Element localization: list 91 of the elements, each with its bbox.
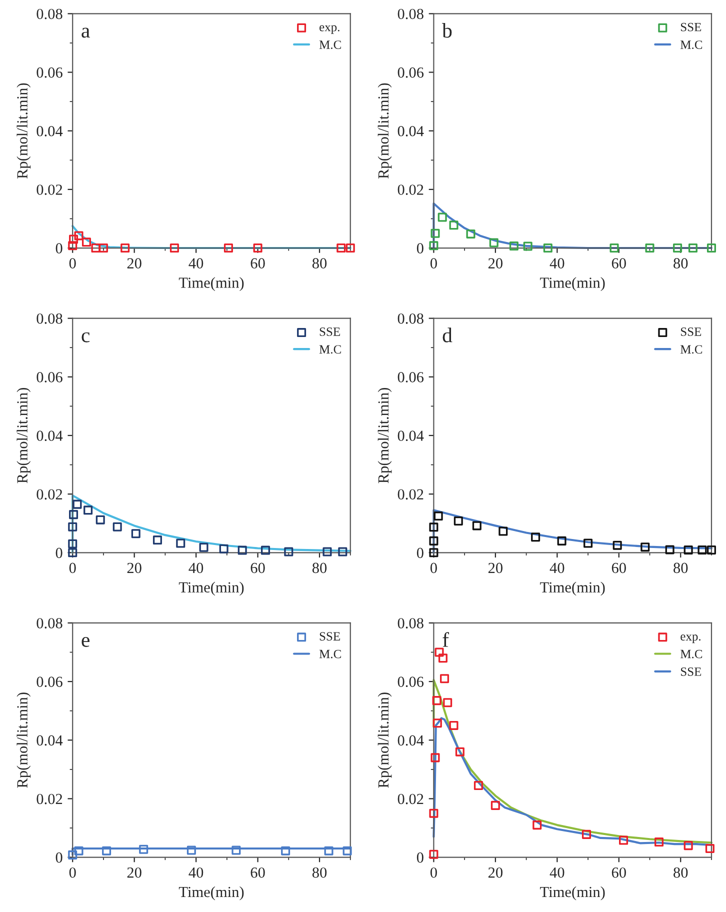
x-tick-label: 80 [312, 562, 327, 574]
y-tick-label: 0.04 [36, 126, 63, 136]
y-tick-label: 0.02 [398, 794, 424, 804]
y-tick-label: 0.08 [398, 618, 424, 628]
y-tick-label: 0.08 [398, 313, 424, 324]
y-tick-label: 0.08 [36, 618, 62, 628]
x-tick-label: 40 [550, 258, 564, 268]
x-tick-label: 40 [188, 258, 204, 268]
y-tick-label: 0.06 [398, 67, 424, 78]
x-tick-label: 0 [69, 562, 76, 574]
annotation: a [82, 28, 90, 38]
y-tick-label: 0.06 [36, 372, 62, 382]
y-tick-label: 0 [416, 548, 424, 558]
x-tick-label: 20 [488, 867, 502, 878]
x-tick-label: 60 [612, 867, 626, 878]
x-tick-label: 80 [674, 258, 688, 268]
x-tick-label: 60 [612, 258, 626, 268]
x-axis-title: Time(min) [178, 277, 244, 291]
legend-label: SSE [320, 632, 340, 641]
y-tick-label: 0 [56, 852, 62, 863]
y-axis-title: Rp(mol/lit.min) [16, 692, 31, 788]
y-tick-label: 0.06 [36, 67, 62, 78]
y-tick-label: 0.08 [398, 8, 424, 20]
x-tick-label: 20 [488, 258, 502, 268]
legend-label: exp. [680, 634, 700, 644]
y-tick-label: 0.02 [36, 794, 62, 804]
x-tick-label: 60 [250, 562, 265, 574]
x-tick-label: 80 [674, 867, 688, 878]
y-tick-label: 0 [56, 243, 62, 254]
y-tick-label: 0.04 [398, 126, 424, 136]
x-tick-label: 40 [188, 867, 204, 878]
legend-label: M.C [680, 650, 702, 658]
y-tick-label: 0 [416, 243, 424, 254]
x-tick-label: 80 [312, 258, 327, 268]
y-tick-label: 0 [416, 852, 424, 863]
legend-label: M.C [319, 650, 341, 658]
y-axis-title: Rp(mol/lit.min) [378, 692, 392, 788]
annotation: f [442, 632, 449, 647]
x-tick-label: 20 [488, 562, 502, 574]
x-tick-label: 80 [674, 562, 688, 574]
legend-label: M.C [680, 40, 702, 50]
y-tick-label: 0.02 [398, 184, 424, 195]
y-tick-label: 0.04 [398, 735, 424, 746]
x-axis-title: Time(min) [178, 582, 244, 596]
y-tick-label: 0.06 [398, 372, 424, 382]
x-tick-label: 0 [430, 867, 437, 878]
x-axis-title: Time(min) [540, 886, 605, 900]
y-tick-label: 0 [56, 548, 62, 558]
x-tick-label: 60 [612, 562, 626, 574]
x-tick-label: 40 [188, 562, 204, 574]
x-tick-label: 60 [250, 258, 265, 268]
y-tick-label: 0.02 [398, 489, 424, 500]
legend-label: exp. [320, 25, 340, 34]
x-tick-label: 0 [430, 562, 437, 574]
y-tick-label: 0.06 [398, 676, 424, 688]
annotation: e [82, 636, 90, 647]
y-axis-title: Rp(mol/lit.min) [16, 83, 31, 179]
y-axis-title: Rp(mol/lit.min) [378, 388, 392, 484]
x-tick-label: 0 [69, 258, 76, 268]
x-tick-label: 40 [550, 562, 564, 574]
legend-label: SSE [680, 328, 702, 336]
y-axis-title: Rp(mol/lit.min) [16, 388, 31, 484]
legend-label: SSE [320, 328, 340, 336]
legend-label: SSE [680, 667, 702, 676]
legend-label: M.C [319, 40, 341, 50]
x-tick-label: 20 [127, 867, 142, 878]
x-tick-label: 80 [312, 867, 327, 878]
y-tick-label: 0.04 [36, 430, 63, 441]
x-tick-label: 60 [250, 867, 265, 878]
annotation: c [82, 332, 90, 342]
legend-label: M.C [680, 345, 702, 354]
annotation: d [442, 328, 452, 342]
x-axis-title: Time(min) [178, 886, 244, 900]
y-tick-label: 0.08 [36, 8, 62, 20]
legend-label: SSE [680, 22, 702, 32]
x-tick-label: 0 [69, 867, 76, 878]
y-tick-label: 0.04 [36, 735, 63, 746]
y-tick-label: 0.06 [36, 676, 62, 688]
legend-label: M.C [319, 345, 341, 354]
y-tick-label: 0.02 [36, 184, 62, 195]
y-tick-label: 0.02 [36, 489, 62, 500]
y-tick-label: 0.04 [398, 430, 424, 441]
x-tick-label: 20 [127, 258, 142, 268]
y-tick-label: 0.08 [36, 313, 62, 324]
x-axis-title: Time(min) [540, 277, 605, 291]
x-tick-label: 40 [550, 867, 564, 878]
x-tick-label: 0 [430, 258, 437, 268]
x-axis-title: Time(min) [540, 582, 605, 596]
annotation: b [442, 23, 452, 38]
y-axis-title: Rp(mol/lit.min) [378, 83, 392, 179]
x-tick-label: 20 [127, 562, 142, 574]
